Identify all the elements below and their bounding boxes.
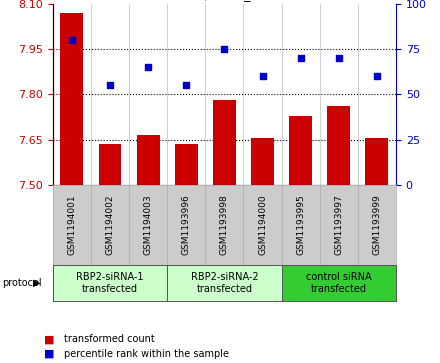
Bar xyxy=(53,265,167,301)
Text: transformed count: transformed count xyxy=(64,334,154,344)
Text: control siRNA
transfected: control siRNA transfected xyxy=(306,272,372,294)
Point xyxy=(106,82,114,88)
Text: GSM1193996: GSM1193996 xyxy=(182,195,191,256)
Bar xyxy=(251,138,274,185)
Text: GSM1193998: GSM1193998 xyxy=(220,195,229,256)
Point xyxy=(221,46,228,52)
Bar xyxy=(60,13,83,185)
Text: RBP2-siRNA-2
transfected: RBP2-siRNA-2 transfected xyxy=(191,272,258,294)
Point xyxy=(297,55,304,61)
Text: GSM1193997: GSM1193997 xyxy=(334,195,343,256)
Text: ■: ■ xyxy=(44,349,55,359)
Text: GSM1194003: GSM1194003 xyxy=(143,195,153,256)
Point xyxy=(68,37,75,43)
Text: ▶: ▶ xyxy=(33,278,40,288)
Text: percentile rank within the sample: percentile rank within the sample xyxy=(64,349,229,359)
Title: GDS5355 / ILMN_1741674: GDS5355 / ILMN_1741674 xyxy=(143,0,306,1)
Text: ■: ■ xyxy=(44,334,55,344)
Text: GSM1194001: GSM1194001 xyxy=(67,195,77,256)
Bar xyxy=(213,101,236,185)
Point xyxy=(335,55,342,61)
Text: GSM1194002: GSM1194002 xyxy=(106,195,114,255)
Text: RBP2-siRNA-1
transfected: RBP2-siRNA-1 transfected xyxy=(76,272,144,294)
Point xyxy=(183,82,190,88)
Bar xyxy=(137,135,160,185)
Bar xyxy=(167,265,282,301)
Bar xyxy=(289,115,312,185)
Text: GSM1193995: GSM1193995 xyxy=(296,195,305,256)
Text: GSM1194000: GSM1194000 xyxy=(258,195,267,256)
Text: protocol: protocol xyxy=(2,278,42,288)
Point xyxy=(259,73,266,79)
Bar xyxy=(327,106,350,185)
Bar xyxy=(366,138,389,185)
Text: GSM1193999: GSM1193999 xyxy=(372,195,381,256)
Bar xyxy=(282,265,396,301)
Bar xyxy=(99,144,121,185)
Point xyxy=(374,73,381,79)
Point xyxy=(145,64,152,70)
Bar xyxy=(175,144,198,185)
